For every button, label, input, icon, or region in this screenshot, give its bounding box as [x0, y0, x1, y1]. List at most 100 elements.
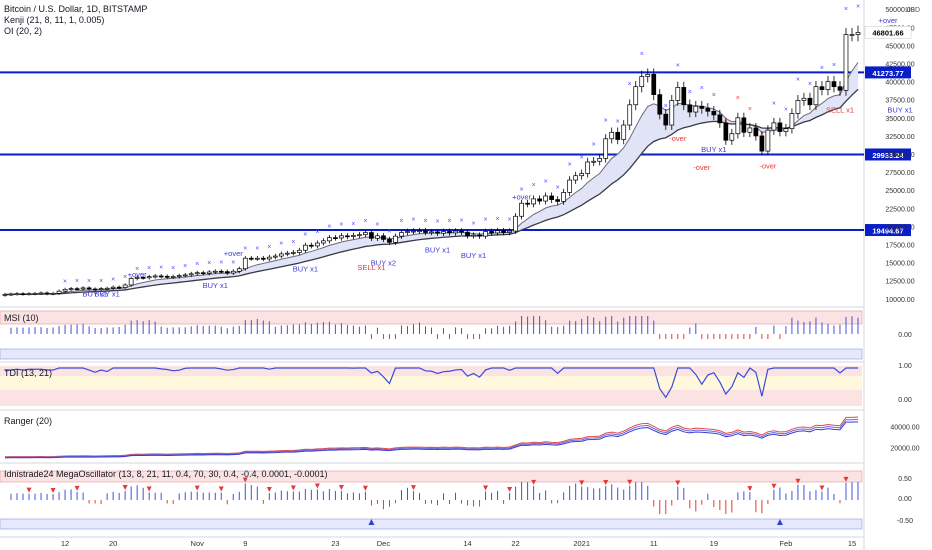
candle-body[interactable]	[711, 110, 717, 116]
candle-body[interactable]	[633, 86, 639, 106]
candle-body[interactable]	[351, 235, 356, 237]
candle-body[interactable]	[597, 157, 603, 162]
candle-body[interactable]	[501, 230, 506, 233]
candle-body[interactable]	[825, 81, 831, 90]
candle-body[interactable]	[777, 122, 783, 132]
candle-body[interactable]	[152, 275, 158, 278]
candle-body[interactable]	[176, 275, 182, 278]
candle-body[interactable]	[182, 274, 188, 277]
candle-body[interactable]	[369, 232, 374, 239]
candle-body[interactable]	[104, 287, 110, 290]
candle-body[interactable]	[651, 74, 657, 95]
candle-body[interactable]	[747, 127, 753, 133]
candle-body[interactable]	[8, 293, 14, 296]
candle-body[interactable]	[543, 195, 548, 202]
candle-body[interactable]	[447, 231, 452, 234]
candle-body[interactable]	[549, 195, 554, 200]
tdi-pane[interactable]: 1.00 0.00	[0, 363, 912, 406]
candle-body[interactable]	[663, 113, 669, 126]
candle-body[interactable]	[495, 230, 500, 234]
candle-body[interactable]	[92, 288, 98, 291]
candle-body[interactable]	[471, 234, 476, 237]
candle-body[interactable]	[813, 86, 819, 106]
candle-body[interactable]	[675, 87, 681, 101]
candle-body[interactable]	[303, 244, 308, 251]
candle-body[interactable]	[657, 94, 663, 115]
candle-body[interactable]	[729, 133, 735, 141]
candle-body[interactable]	[585, 161, 591, 174]
candle-body[interactable]	[639, 76, 645, 88]
candle-body[interactable]	[615, 131, 621, 140]
candle-body[interactable]	[411, 230, 416, 233]
candle-body[interactable]	[849, 34, 855, 36]
candle-body[interactable]	[741, 117, 747, 133]
candle-body[interactable]	[837, 86, 843, 91]
candle-body[interactable]	[212, 270, 218, 273]
candle-body[interactable]	[465, 231, 470, 237]
oi-label[interactable]: OI (20, 2)	[4, 26, 43, 36]
candle-body[interactable]	[483, 231, 488, 237]
candle-body[interactable]	[387, 239, 392, 243]
candle-body[interactable]	[62, 289, 68, 292]
candle-body[interactable]	[507, 230, 512, 233]
candle-body[interactable]	[579, 173, 585, 177]
candle-body[interactable]	[357, 234, 362, 237]
candle-body[interactable]	[789, 113, 795, 130]
candle-body[interactable]	[609, 131, 615, 140]
candle-body[interactable]	[783, 128, 789, 132]
candle-body[interactable]	[278, 253, 284, 257]
candle-body[interactable]	[519, 202, 524, 217]
candle-body[interactable]	[417, 230, 422, 233]
candle-body[interactable]	[453, 230, 458, 234]
candle-body[interactable]	[735, 117, 741, 135]
candle-body[interactable]	[669, 100, 675, 126]
candle-body[interactable]	[723, 122, 729, 141]
candle-body[interactable]	[801, 97, 807, 101]
candle-body[interactable]	[38, 292, 44, 295]
candle-body[interactable]	[339, 235, 344, 239]
candle-body[interactable]	[80, 287, 86, 290]
candle-body[interactable]	[699, 105, 705, 109]
candle-body[interactable]	[68, 288, 74, 290]
candle-body[interactable]	[681, 87, 687, 106]
candle-body[interactable]	[399, 232, 404, 237]
candle-body[interactable]	[645, 74, 651, 77]
candle-body[interactable]	[765, 129, 771, 152]
candle-body[interactable]	[537, 198, 542, 202]
candle-body[interactable]	[441, 231, 446, 234]
candle-body[interactable]	[188, 273, 194, 276]
candle-body[interactable]	[140, 277, 146, 279]
candle-body[interactable]	[242, 257, 248, 270]
candle-body[interactable]	[573, 175, 579, 181]
candle-body[interactable]	[621, 124, 627, 140]
candle-body[interactable]	[128, 278, 134, 286]
horizontal-levels[interactable]: 41273.77 29933.24 19494.67	[0, 66, 911, 237]
candle-body[interactable]	[248, 257, 254, 260]
candle-body[interactable]	[513, 215, 518, 232]
candle-body[interactable]	[831, 81, 837, 88]
candle-body[interactable]	[2, 294, 8, 296]
candle-body[interactable]	[32, 292, 38, 295]
candles[interactable]	[2, 25, 861, 297]
candle-body[interactable]	[254, 257, 260, 260]
candle-body[interactable]	[224, 271, 230, 274]
candle-body[interactable]	[14, 293, 20, 296]
candle-body[interactable]	[531, 198, 536, 205]
candle-body[interactable]	[122, 284, 128, 288]
time-axis[interactable]: 12 20 Nov 9 23 Dec 14 22 2021 11 19 Feb 15	[61, 539, 856, 548]
candle-body[interactable]	[375, 235, 380, 239]
candle-body[interactable]	[489, 231, 494, 234]
candle-body[interactable]	[272, 255, 278, 258]
candle-body[interactable]	[525, 202, 530, 205]
candle-body[interactable]	[627, 104, 633, 126]
kenji-label[interactable]: Kenji (21, 8, 11, 1, 0.005)	[4, 15, 105, 25]
candle-body[interactable]	[771, 122, 777, 131]
candle-body[interactable]	[819, 86, 825, 90]
ranger-pane[interactable]: 40000.00 20000.00	[4, 416, 920, 459]
candle-body[interactable]	[855, 32, 861, 35]
candle-body[interactable]	[363, 232, 368, 236]
candle-body[interactable]	[309, 244, 314, 247]
candle-body[interactable]	[86, 287, 92, 290]
candle-body[interactable]	[146, 276, 152, 279]
